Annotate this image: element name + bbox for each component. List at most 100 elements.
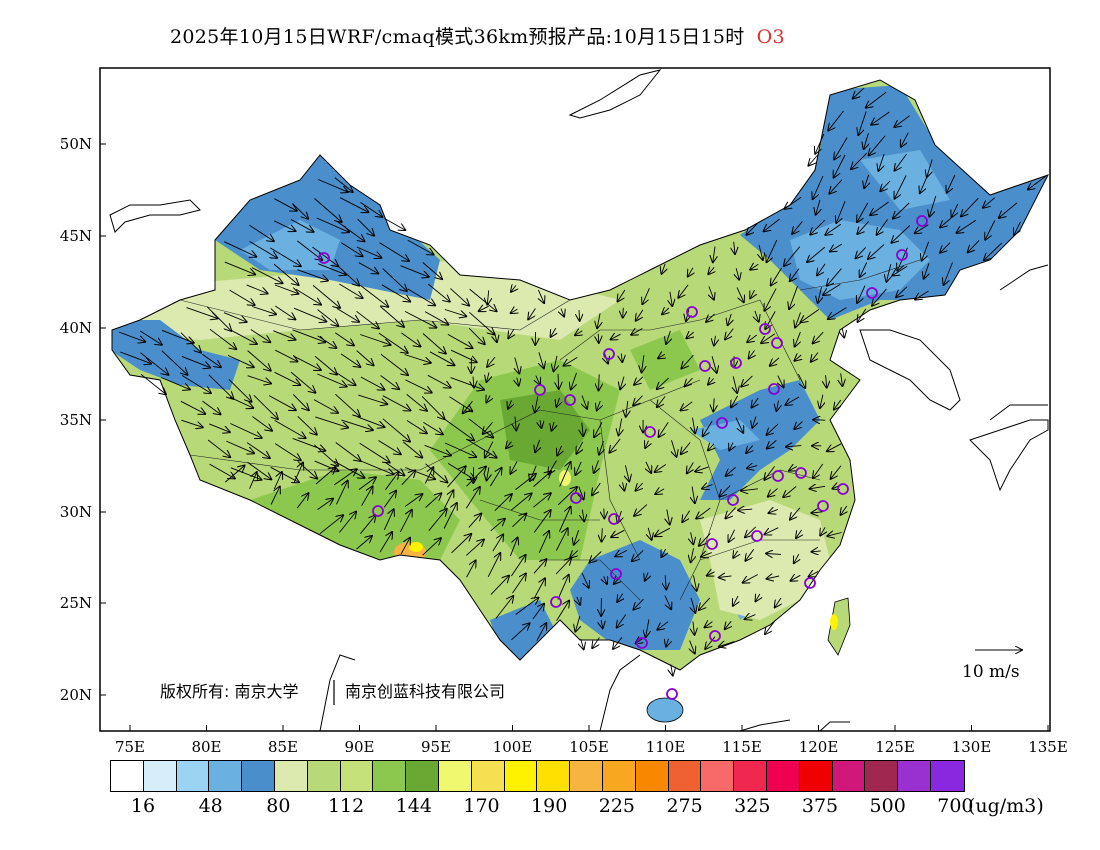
- wind-arrow: [816, 199, 820, 215]
- wind-arrow: [842, 327, 844, 338]
- wind-arrow: [577, 596, 580, 605]
- legend-swatch: [799, 761, 833, 791]
- wind-arrow: [339, 197, 368, 213]
- wind-arrow: [961, 197, 979, 216]
- wind-arrow: [202, 353, 221, 367]
- city-marker: [636, 637, 648, 649]
- lon-label: 90E: [344, 738, 374, 756]
- legend-tick-label: 170: [463, 795, 500, 817]
- wind-arrow: [405, 379, 431, 393]
- wind-arrow: [317, 499, 334, 510]
- wind-arrow: [407, 288, 436, 306]
- wind-arrow: [230, 329, 257, 344]
- wind-arrow: [693, 621, 695, 634]
- city-marker: [318, 252, 330, 264]
- wind-arrow: [515, 357, 520, 374]
- wind-arrow: [720, 485, 731, 497]
- china-border: [111, 79, 1050, 671]
- wind-arrow: [604, 576, 607, 584]
- wind-arrow: [741, 489, 758, 491]
- wind-arrow: [747, 466, 758, 469]
- wind-arrow: [538, 531, 549, 553]
- city-marker: [666, 688, 678, 700]
- wind-arrow: [696, 507, 711, 519]
- wind-arrow: [765, 311, 776, 329]
- wind-arrow: [582, 422, 583, 436]
- wind-arrow: [450, 288, 469, 305]
- wind-arrow: [707, 572, 715, 576]
- species-label: O3: [756, 26, 785, 48]
- wind-arrow: [745, 549, 755, 561]
- wind-arrow: [623, 307, 624, 318]
- wind-arrow: [764, 527, 779, 535]
- city-marker: [644, 426, 656, 438]
- wind-arrow: [827, 268, 842, 286]
- wind-arrow: [535, 439, 540, 452]
- wind-arrow: [634, 376, 644, 385]
- legend-swatch: [373, 761, 407, 791]
- wind-arrow: [769, 509, 778, 513]
- wind-arrow: [646, 461, 651, 473]
- wind-arrow: [360, 285, 389, 307]
- wind-arrow: [765, 619, 776, 634]
- wind-arrow: [337, 266, 359, 285]
- lon-label: 100E: [493, 738, 533, 756]
- wind-arrow: [538, 289, 544, 303]
- wind-arrow: [703, 420, 713, 436]
- wind-arrow: [230, 423, 261, 438]
- wind-arrow: [733, 595, 738, 606]
- legend-tick-label: 225: [598, 795, 636, 817]
- wind-arrow: [400, 265, 429, 277]
- wind-arrow: [857, 202, 869, 222]
- wind-arrow: [691, 532, 694, 544]
- legend-swatch: [111, 761, 144, 791]
- wind-arrow: [834, 399, 841, 410]
- wind-arrow: [333, 469, 357, 486]
- wind-arrow: [443, 503, 457, 529]
- wind-arrow: [864, 174, 869, 188]
- wind-arrow: [778, 375, 784, 388]
- wind-arrow: [270, 487, 280, 505]
- wind-arrow: [615, 550, 628, 556]
- wind-arrow: [314, 198, 342, 223]
- wind-arrow: [755, 310, 759, 322]
- legend-tick-label: 16: [130, 795, 156, 817]
- legend-swatch: [438, 761, 472, 791]
- wind-arrow: [357, 218, 374, 235]
- wind-arrow: [422, 538, 441, 556]
- wind-arrow: [252, 306, 276, 315]
- wind-arrow: [827, 443, 842, 452]
- wind-arrow: [752, 416, 756, 427]
- wind-arrow: [536, 623, 547, 641]
- wind-arrow: [682, 510, 691, 522]
- legend-swatch: [406, 761, 439, 791]
- wind-arrow: [382, 418, 410, 442]
- wind-arrow: [555, 528, 567, 551]
- wind-arrow: [686, 332, 693, 338]
- legend-tick-label: 375: [801, 795, 839, 817]
- wind-arrow: [856, 247, 867, 258]
- wind-arrow: [678, 284, 689, 298]
- wind-arrow: [895, 153, 907, 171]
- wind-arrow: [681, 401, 693, 411]
- wind-arrow: [558, 373, 559, 389]
- wind-arrow: [574, 530, 579, 545]
- wind-arrow: [247, 350, 271, 371]
- wind-arrow: [617, 593, 623, 602]
- wind-arrow: [896, 286, 908, 297]
- wind-arrow: [293, 463, 303, 484]
- wind-arrow: [118, 331, 145, 342]
- wind-arrow: [886, 264, 890, 282]
- wind-arrow: [292, 329, 326, 342]
- wind-arrow: [465, 487, 480, 509]
- wind-arrow: [444, 419, 474, 441]
- wind-arrow: [828, 307, 847, 320]
- wind-arrow: [657, 396, 666, 407]
- wind-arrow: [579, 310, 580, 321]
- wind-arrow: [361, 487, 373, 506]
- wind-arrow: [597, 400, 601, 410]
- wind-arrow: [947, 174, 956, 193]
- wind-arrow: [575, 331, 582, 336]
- wind-arrow: [539, 352, 544, 368]
- wind-arrow: [579, 486, 584, 500]
